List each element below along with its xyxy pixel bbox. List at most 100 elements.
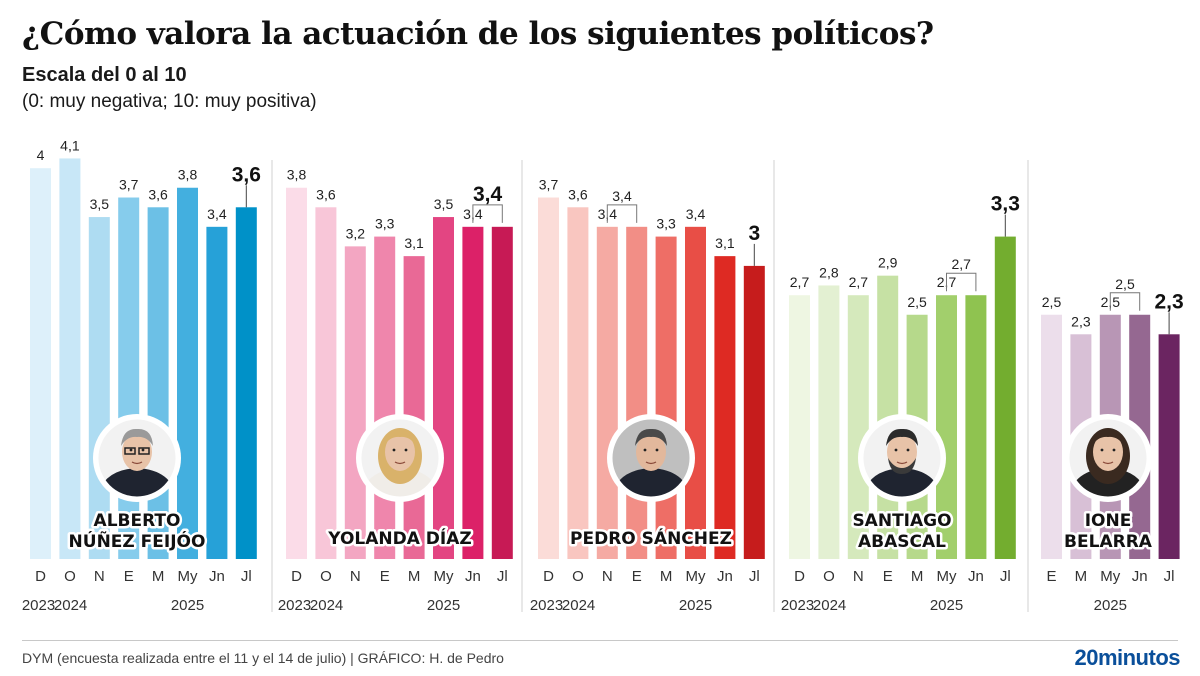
bar-value-label: 3,4 bbox=[612, 188, 632, 204]
politician-name-label: IONE bbox=[1085, 511, 1132, 531]
bar-value-label: 3,4 bbox=[207, 206, 227, 222]
bar-value-label: 3,5 bbox=[434, 196, 454, 212]
month-tick-label: O bbox=[64, 568, 76, 585]
month-tick-label: Jn bbox=[717, 568, 733, 585]
bar bbox=[235, 207, 257, 559]
bar bbox=[118, 197, 140, 559]
month-tick-label: N bbox=[602, 568, 613, 585]
bar bbox=[1158, 334, 1180, 559]
politician-name-label: NÚÑEZ FEIJÓO bbox=[69, 529, 206, 552]
politician-name-label: PEDRO SÁNCHEZ bbox=[570, 527, 732, 549]
bar bbox=[491, 226, 513, 559]
politician-photo-abascal bbox=[858, 414, 946, 502]
politician-name-label: SANTIAGO bbox=[852, 511, 951, 531]
brand-logo: 20minutos bbox=[1074, 645, 1180, 670]
bar-value-label-latest: 3,6 bbox=[232, 163, 261, 186]
politician-name-label: YOLANDA DÍAZ bbox=[327, 527, 471, 549]
bar bbox=[462, 226, 484, 559]
bar bbox=[315, 207, 337, 559]
year-tick-label: 2023 bbox=[530, 597, 563, 614]
bar bbox=[147, 207, 169, 559]
chart-subtitle: Escala del 0 al 10 bbox=[22, 64, 187, 86]
bar-value-label: 3,8 bbox=[178, 167, 198, 183]
bar-value-label: 3,1 bbox=[404, 235, 424, 251]
politician-name-label: BELARRA bbox=[1064, 532, 1153, 552]
bar-value-label: 3,7 bbox=[539, 177, 559, 193]
month-tick-label: Jn bbox=[968, 568, 984, 585]
bar-value-label: 3,6 bbox=[148, 186, 168, 202]
bar bbox=[567, 207, 589, 559]
month-tick-label: O bbox=[823, 568, 835, 585]
month-tick-label: D bbox=[291, 568, 302, 585]
month-tick-label: D bbox=[35, 568, 46, 585]
politician-photo-sanchez bbox=[607, 414, 695, 502]
bar bbox=[433, 217, 454, 560]
footer-divider bbox=[22, 640, 1178, 641]
bar-value-label: 3,1 bbox=[715, 235, 735, 251]
bar-value-label: 3,6 bbox=[568, 186, 588, 202]
chart-title: ¿Cómo valora la actuación de los siguien… bbox=[22, 16, 934, 52]
month-tick-label: O bbox=[572, 568, 584, 585]
month-tick-label: Jl bbox=[1000, 568, 1011, 585]
bar bbox=[403, 256, 425, 559]
month-tick-label: My bbox=[434, 568, 454, 585]
bar bbox=[206, 226, 228, 559]
year-tick-label: 2024 bbox=[310, 597, 343, 614]
bar bbox=[655, 236, 677, 559]
bar bbox=[818, 285, 840, 559]
bar-value-label: 3,8 bbox=[287, 167, 307, 183]
year-tick-label: 2023 bbox=[22, 597, 55, 614]
bar bbox=[88, 217, 110, 560]
bar bbox=[685, 226, 706, 559]
month-tick-label: Jn bbox=[209, 568, 225, 585]
politician-photo-diaz bbox=[356, 414, 444, 502]
month-tick-label: N bbox=[853, 568, 864, 585]
bar bbox=[789, 295, 810, 559]
month-tick-label: D bbox=[543, 568, 554, 585]
bar bbox=[626, 226, 648, 559]
bar bbox=[596, 226, 618, 559]
bar-value-label-latest: 2,3 bbox=[1154, 290, 1183, 313]
bar bbox=[965, 295, 987, 559]
month-tick-label: Jl bbox=[1164, 568, 1175, 585]
month-tick-label: Jl bbox=[749, 568, 760, 585]
month-tick-label: M bbox=[408, 568, 421, 585]
bar-value-label-latest: 3,3 bbox=[991, 193, 1020, 216]
month-tick-label: E bbox=[632, 568, 642, 585]
equal-value-bracket bbox=[472, 204, 503, 223]
politician-name-label: ABASCAL bbox=[858, 532, 946, 552]
bar bbox=[538, 197, 559, 559]
month-tick-label: E bbox=[883, 568, 893, 585]
politician-name-label: ALBERTO bbox=[94, 511, 181, 531]
source-note: DYM (encuesta realizada entre el 11 y el… bbox=[22, 650, 504, 666]
bar bbox=[30, 168, 51, 559]
bar-value-label: 3,2 bbox=[346, 225, 366, 241]
year-tick-label: 2025 bbox=[1094, 597, 1127, 614]
bar-value-label: 3,3 bbox=[375, 216, 395, 232]
bar-value-label: 3,3 bbox=[656, 216, 676, 232]
year-tick-label: 2025 bbox=[427, 597, 460, 614]
month-tick-label: Jl bbox=[497, 568, 508, 585]
bar-value-label: 2,5 bbox=[1115, 276, 1135, 292]
bar bbox=[177, 187, 198, 560]
equal-value-bracket bbox=[946, 272, 977, 292]
month-tick-label: D bbox=[794, 568, 805, 585]
month-tick-label: M bbox=[1075, 568, 1088, 585]
politician-photo-feijoo bbox=[93, 414, 181, 502]
bar bbox=[847, 295, 869, 559]
year-tick-label: 2025 bbox=[930, 597, 963, 614]
bar-value-label: 3,7 bbox=[119, 177, 139, 193]
month-tick-label: E bbox=[124, 568, 134, 585]
bar bbox=[59, 158, 81, 559]
bar-value-label: 2,5 bbox=[1042, 294, 1062, 310]
bar-value-label: 3,6 bbox=[316, 186, 336, 202]
politician-photo-belarra bbox=[1064, 414, 1152, 502]
year-tick-label: 2024 bbox=[54, 597, 87, 614]
bar-value-label: 2,7 bbox=[849, 274, 869, 290]
year-tick-label: 2024 bbox=[813, 597, 846, 614]
month-tick-label: M bbox=[911, 568, 924, 585]
bar-value-label: 2,7 bbox=[790, 274, 810, 290]
month-tick-label: Jn bbox=[465, 568, 481, 585]
year-tick-label: 2025 bbox=[171, 597, 204, 614]
month-tick-label: Jn bbox=[1132, 568, 1148, 585]
